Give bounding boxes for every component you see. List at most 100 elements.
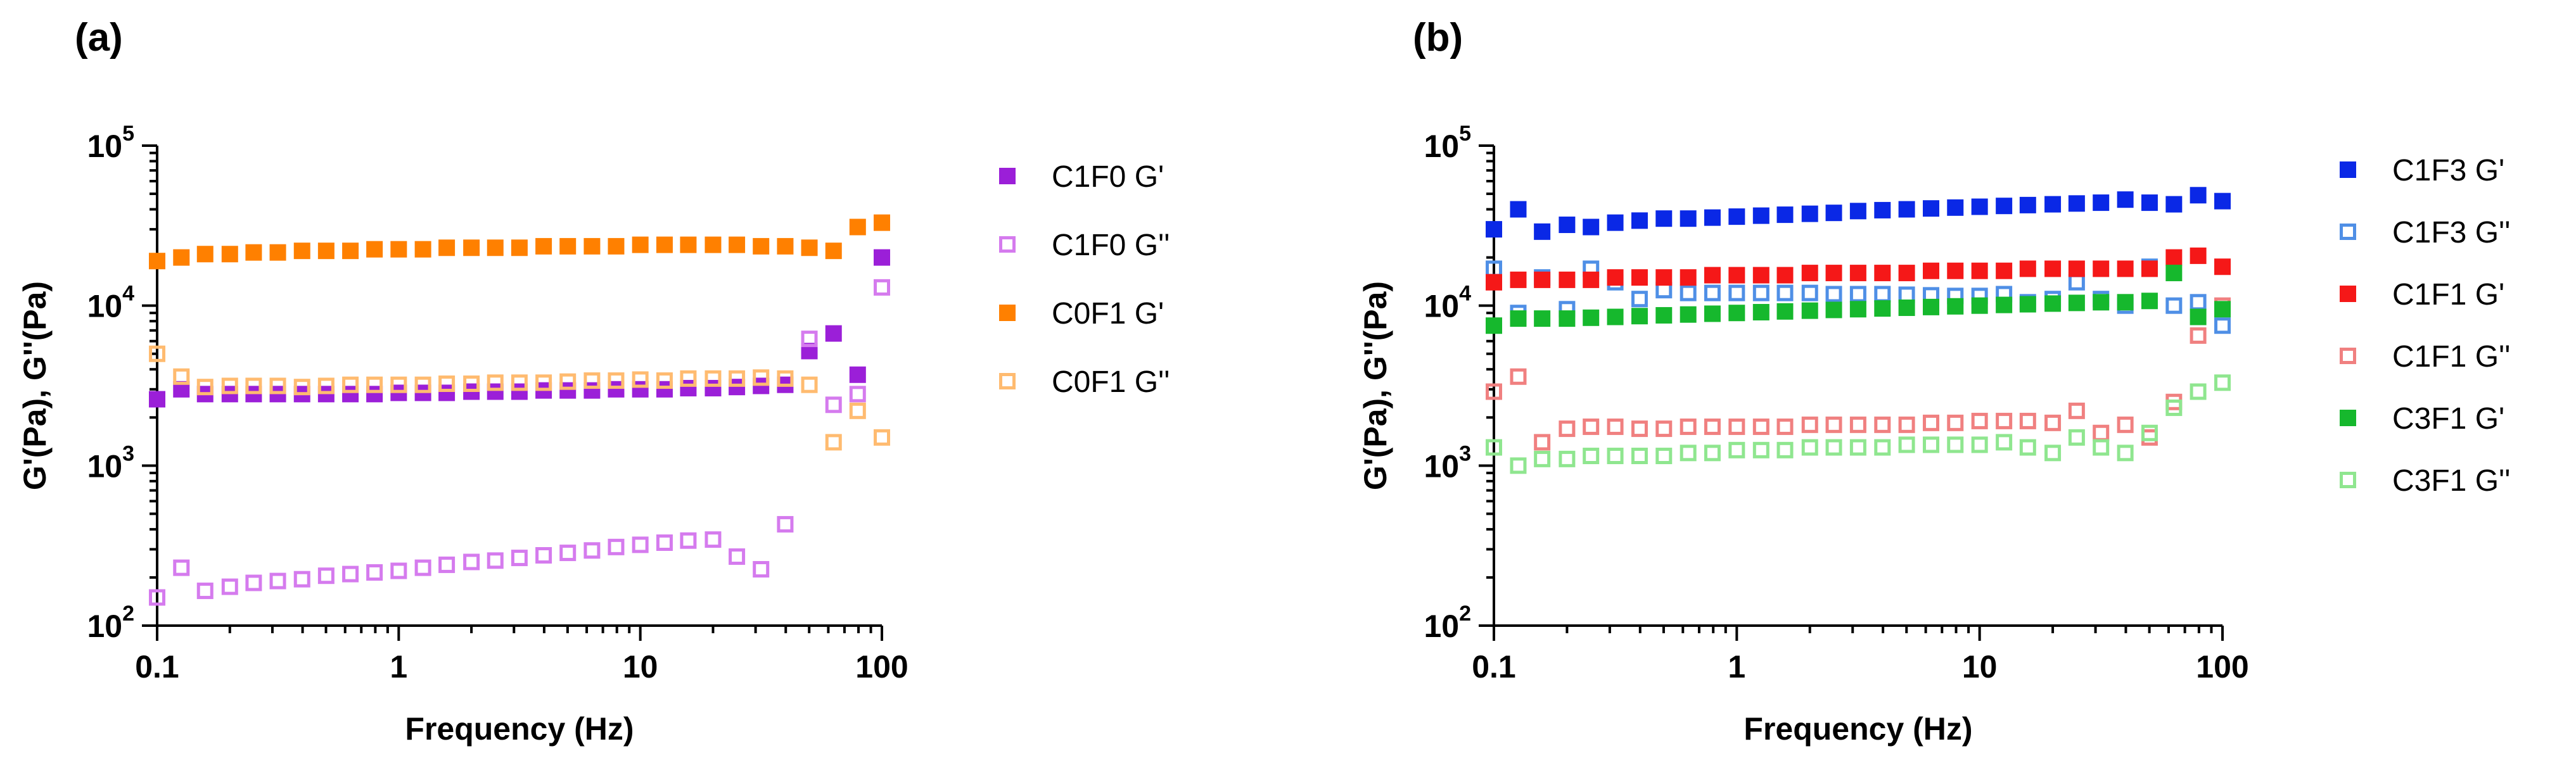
data-point [535, 374, 552, 391]
data-point [1752, 418, 1769, 435]
data-point [849, 366, 866, 383]
legend-entry: C0F1 G'' [999, 365, 1170, 399]
data-point [1655, 306, 1673, 324]
data-point [2190, 187, 2207, 204]
data-point [2190, 308, 2207, 325]
data-point [245, 574, 262, 591]
data-point [366, 241, 383, 258]
data-point [1510, 368, 1527, 385]
data-point [2044, 414, 2062, 431]
data-point [2190, 383, 2207, 400]
legend-marker [2340, 161, 2356, 178]
data-point [1559, 420, 1576, 438]
data-point [2044, 445, 2062, 462]
x-tick-label: 100 [855, 649, 908, 685]
y-tick-label: 104 [1424, 282, 1471, 324]
data-point [1752, 304, 1769, 321]
data-point [535, 237, 552, 255]
legend-label: C1F0 G'' [1052, 229, 1170, 262]
y-tick-label: 105 [1424, 122, 1471, 164]
x-tick-label: 1 [1728, 649, 1745, 685]
data-point [414, 559, 431, 576]
data-point [317, 567, 335, 584]
data-point [221, 246, 238, 263]
data-point [1510, 201, 1527, 218]
data-point [487, 239, 504, 256]
y-tick-exponent: 2 [1459, 602, 1471, 626]
data-point [1923, 436, 1940, 453]
data-point [729, 236, 746, 253]
data-point [1534, 450, 1551, 467]
data-point [2019, 296, 2036, 313]
data-point [559, 237, 577, 255]
data-point [1752, 207, 1769, 224]
data-point [1607, 269, 1624, 286]
data-point [2165, 265, 2183, 282]
y-tick-label: 102 [87, 602, 134, 644]
data-point [1776, 267, 1794, 284]
data-point [1534, 271, 1551, 288]
data-point [1631, 447, 1648, 464]
data-point [1874, 265, 1891, 282]
data-point [1996, 412, 2013, 429]
data-point [1971, 262, 1988, 279]
data-point [825, 396, 842, 413]
data-point [1607, 214, 1624, 231]
data-point [1923, 200, 1940, 217]
data-point [874, 214, 890, 231]
data-point [1559, 450, 1576, 467]
data-point [1898, 300, 1915, 317]
legend-label: C1F1 G' [2392, 278, 2504, 312]
data-point [583, 237, 601, 255]
data-point [583, 372, 601, 389]
data-point [801, 239, 818, 256]
data-point [463, 239, 480, 256]
data-point [1825, 416, 1842, 433]
y-tick-exponent: 3 [1459, 441, 1471, 465]
data-point [825, 325, 842, 342]
data-point [317, 243, 335, 260]
data-point [680, 532, 697, 549]
data-point [1559, 217, 1576, 234]
data-point [559, 373, 577, 390]
data-point [2165, 249, 2183, 266]
data-point [1898, 265, 1915, 282]
data-point [1801, 439, 1818, 456]
data-point [2141, 260, 2158, 277]
data-point [2093, 194, 2110, 211]
data-point [414, 241, 431, 258]
data-point [1971, 436, 1988, 453]
data-point [149, 391, 165, 408]
data-point [2214, 301, 2231, 318]
data-point [1874, 439, 1891, 456]
data-point [2190, 247, 2207, 264]
data-point [1776, 441, 1794, 458]
data-point [1534, 223, 1551, 240]
y-tick-exponent: 4 [1459, 282, 1471, 306]
y-tick-base: 10 [1424, 609, 1459, 644]
data-point [2019, 260, 2036, 277]
legend-marker [2340, 410, 2356, 426]
x-axis-title: Frequency (Hz) [405, 711, 634, 747]
data-point [535, 546, 552, 564]
data-point [2019, 439, 2036, 456]
x-tick-label: 100 [2196, 649, 2248, 685]
data-point [317, 377, 335, 394]
data-point [487, 552, 504, 569]
y-tick-base: 10 [87, 129, 122, 164]
data-point [1996, 262, 2013, 279]
data-point [729, 370, 746, 387]
data-point [1510, 271, 1527, 288]
data-point [608, 372, 625, 389]
legend-label: C3F1 G' [2392, 402, 2504, 436]
legend-entry: C1F0 G' [999, 160, 1164, 194]
y-tick-base: 10 [1424, 289, 1459, 324]
data-point [2068, 274, 2085, 291]
data-point [1704, 305, 1721, 322]
data-point [245, 377, 262, 394]
data-point [608, 538, 625, 555]
legend-label: C1F3 G' [2392, 154, 2504, 187]
data-point [1728, 418, 1745, 435]
data-point [1776, 284, 1794, 301]
